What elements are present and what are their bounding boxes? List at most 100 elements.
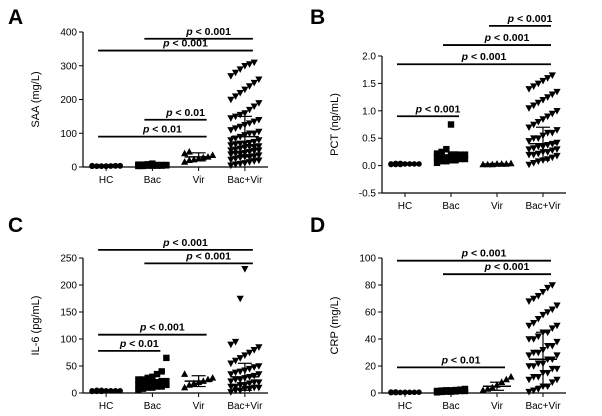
data-point	[236, 140, 244, 148]
data-point	[144, 384, 151, 391]
data-point	[245, 130, 254, 138]
panel-letter: B	[310, 6, 325, 29]
significance-label: p < 0.001	[507, 13, 553, 25]
data-point	[255, 157, 263, 165]
data-point	[250, 118, 258, 126]
data-point	[158, 377, 165, 385]
x-tick-label: HC	[99, 175, 113, 186]
data-point	[255, 137, 263, 144]
data-point	[530, 336, 538, 343]
x-tick-label: Vir	[193, 401, 206, 412]
data-point	[158, 368, 165, 375]
data-point	[544, 309, 552, 316]
data-point	[525, 336, 533, 343]
data-point	[525, 124, 533, 132]
data-point	[245, 159, 254, 166]
data-point	[534, 143, 542, 151]
data-point	[548, 306, 556, 314]
y-tick-label: 100	[359, 254, 376, 265]
data-point	[245, 349, 254, 357]
data-point	[507, 373, 515, 380]
data-point	[548, 147, 556, 155]
significance-label: p < 0.001	[461, 248, 507, 260]
y-tick-label: 400	[60, 28, 77, 39]
data-point	[227, 371, 235, 378]
data-point	[539, 77, 547, 85]
data-point	[539, 97, 547, 104]
data-point	[236, 123, 244, 131]
y-tick-label: 2.0	[362, 52, 376, 63]
data-point	[525, 138, 533, 145]
data-point	[452, 156, 459, 164]
data-point	[231, 376, 240, 384]
data-point	[530, 160, 538, 167]
data-point	[139, 380, 147, 387]
data-point	[231, 383, 240, 391]
data-point	[245, 143, 254, 151]
data-point	[539, 311, 547, 319]
y-tick-label: 1.5	[362, 79, 376, 90]
x-tick-label: Bac	[144, 401, 161, 412]
data-point	[241, 62, 249, 70]
data-point	[163, 381, 170, 389]
data-point	[443, 145, 450, 153]
significance-label: p < 0.001	[185, 26, 231, 38]
data-point	[544, 94, 552, 101]
data-point	[544, 113, 552, 121]
data-point	[227, 147, 235, 154]
data-point	[255, 379, 263, 386]
data-point	[548, 154, 556, 162]
data-point	[553, 338, 561, 346]
data-point	[144, 374, 151, 382]
data-point	[185, 148, 193, 155]
data-point	[457, 151, 464, 158]
significance-label: p < 0.001	[484, 32, 530, 44]
data-point	[548, 72, 556, 79]
data-point	[144, 380, 151, 387]
data-point	[534, 150, 542, 158]
x-tick-label: HC	[99, 401, 113, 412]
significance-label: p < 0.01	[165, 107, 205, 119]
data-point	[245, 83, 254, 90]
panel-letter: A	[8, 6, 23, 29]
y-tick-label: 0.0	[362, 161, 376, 172]
data-point	[250, 384, 258, 392]
y-tick-label: 100	[60, 129, 77, 140]
y-tick-label: 0	[370, 389, 376, 400]
data-point	[553, 152, 561, 160]
data-point	[534, 315, 542, 323]
x-tick-label: Bac	[144, 175, 161, 186]
data-point	[236, 382, 244, 389]
data-point	[149, 160, 156, 167]
data-point	[548, 325, 556, 332]
data-point	[158, 383, 165, 390]
data-point	[231, 338, 240, 346]
data-point	[250, 153, 258, 160]
data-point	[227, 127, 235, 134]
y-tick-label: 0	[71, 163, 77, 174]
y-tick-label: 250	[60, 254, 77, 265]
data-point	[236, 150, 244, 158]
data-point	[255, 100, 263, 107]
data-point	[245, 106, 254, 114]
data-point	[553, 127, 561, 134]
data-point	[255, 363, 263, 370]
data-point	[534, 333, 542, 341]
data-point	[135, 376, 142, 383]
data-point	[236, 376, 244, 384]
data-point	[255, 116, 263, 124]
data-point	[553, 352, 561, 359]
data-point	[250, 103, 258, 111]
data-point	[231, 155, 240, 163]
y-tick-label: 1.0	[362, 106, 376, 117]
data-point	[548, 342, 556, 350]
data-point	[539, 288, 547, 296]
data-point	[548, 110, 556, 118]
y-axis-label: IL-6 (pg/mL)	[30, 296, 42, 356]
y-axis-label: SAA (mg/L)	[30, 71, 42, 127]
y-tick-label: 40	[365, 335, 377, 346]
data-point	[255, 344, 263, 351]
x-tick-label: Bac+Vir	[525, 201, 561, 212]
data-point	[553, 108, 561, 115]
significance-label: p < 0.001	[162, 237, 208, 249]
